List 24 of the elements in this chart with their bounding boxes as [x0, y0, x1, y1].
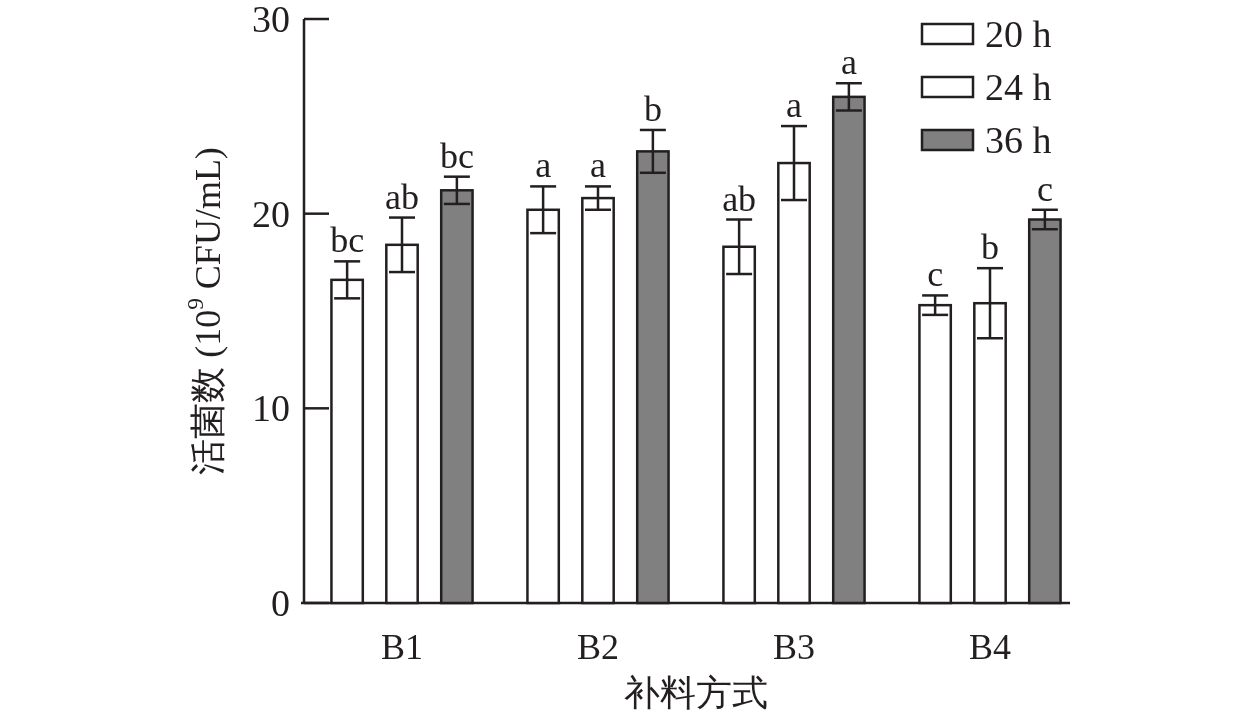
data-label: ab: [385, 176, 419, 217]
x-tick-label: B4: [968, 627, 1012, 667]
data-label: ab: [722, 178, 757, 219]
legend-label: 20 h: [985, 13, 1052, 55]
y-tick-label: 30: [252, 0, 290, 40]
data-label: a: [590, 145, 607, 186]
y-tick-label: 0: [271, 582, 290, 624]
data-label: a: [840, 42, 857, 83]
data-label: a: [786, 85, 803, 126]
x-tick-label: B3: [772, 627, 816, 667]
legend-label: 36 h: [985, 119, 1052, 161]
data-label: bc: [330, 220, 365, 261]
data-label: b: [643, 88, 662, 129]
x-tick-label: B1: [380, 627, 424, 667]
data-label: c: [1036, 168, 1053, 209]
data-label: bc: [439, 135, 474, 176]
data-label: c: [927, 254, 944, 295]
y-tick-label: 20: [252, 192, 290, 235]
x-axis-title: 补料方式: [624, 673, 768, 713]
legend-label: 24 h: [985, 66, 1052, 108]
data-label: a: [535, 145, 552, 186]
y-tick-label: 10: [252, 387, 290, 430]
data-label: b: [981, 227, 999, 268]
x-tick-label: B2: [576, 627, 620, 667]
